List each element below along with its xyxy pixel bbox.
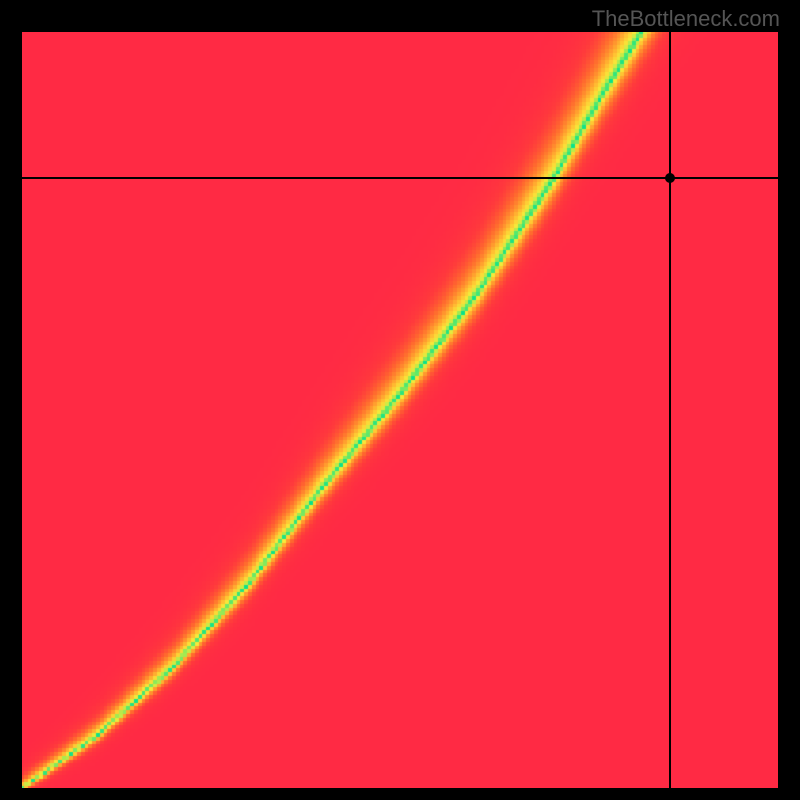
chart-container: TheBottleneck.com bbox=[0, 0, 800, 800]
heatmap-canvas bbox=[20, 30, 780, 790]
crosshair-vertical bbox=[669, 30, 671, 790]
crosshair-dot bbox=[665, 173, 675, 183]
heatmap-plot bbox=[20, 30, 780, 790]
watermark-text: TheBottleneck.com bbox=[592, 6, 780, 32]
